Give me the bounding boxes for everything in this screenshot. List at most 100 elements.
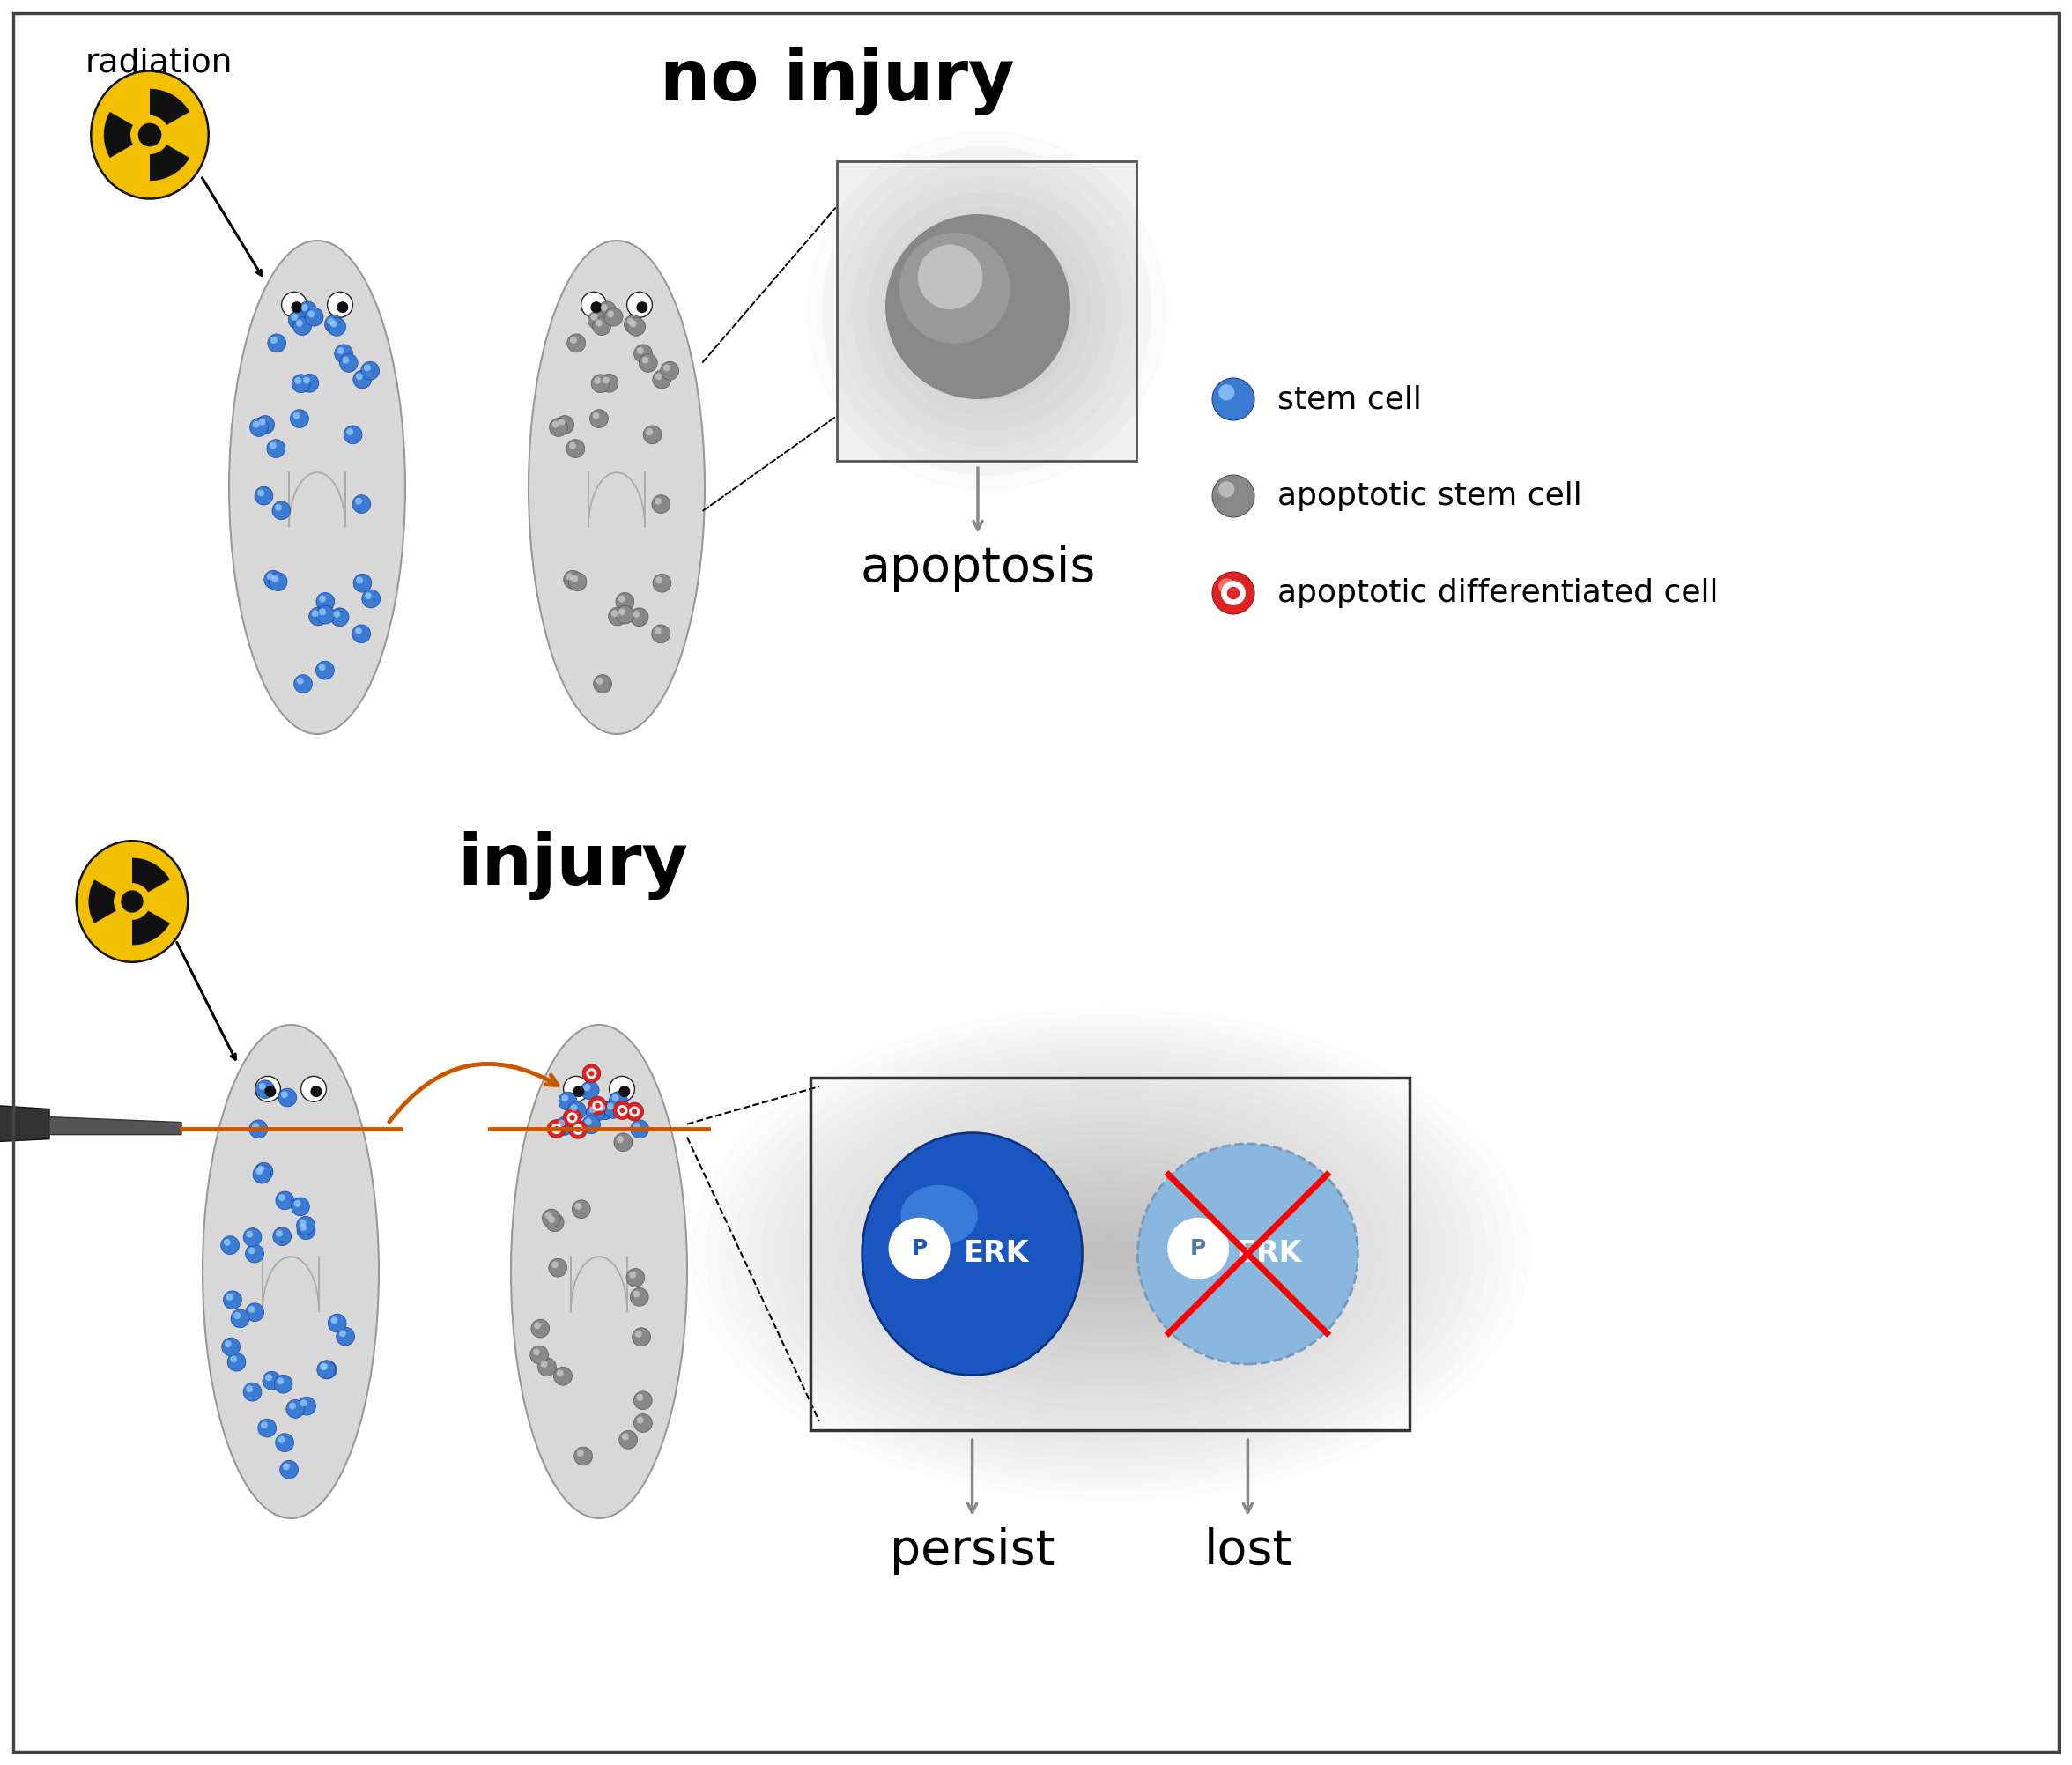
Circle shape [591,374,609,392]
Circle shape [1218,385,1235,401]
Circle shape [541,1361,547,1368]
Circle shape [305,307,323,327]
Circle shape [617,595,626,602]
Circle shape [551,420,559,427]
Text: apoptosis: apoptosis [860,545,1096,591]
Circle shape [574,1447,593,1465]
Circle shape [557,1370,564,1377]
Circle shape [593,413,599,418]
Circle shape [267,334,286,353]
Circle shape [327,318,346,335]
Circle shape [332,1317,338,1324]
Circle shape [222,1338,240,1356]
Circle shape [274,1227,292,1246]
Circle shape [255,1077,280,1101]
Circle shape [543,1209,559,1227]
Circle shape [632,1108,638,1114]
Circle shape [280,1460,298,1479]
Circle shape [340,353,358,372]
Circle shape [290,302,303,312]
Circle shape [576,1449,584,1456]
Circle shape [655,577,663,584]
Circle shape [269,337,278,344]
Text: stem cell: stem cell [1276,385,1421,415]
Text: no injury: no injury [659,46,1015,115]
Circle shape [294,378,303,385]
Polygon shape [133,902,170,944]
Circle shape [286,1400,305,1417]
Circle shape [298,1396,315,1416]
Circle shape [599,1105,605,1112]
Circle shape [120,890,143,913]
Ellipse shape [91,71,209,199]
Circle shape [276,505,282,512]
Circle shape [574,1202,582,1209]
Circle shape [584,1119,593,1124]
Circle shape [292,318,311,335]
Circle shape [288,311,307,330]
Circle shape [292,413,300,418]
Circle shape [269,443,276,448]
Circle shape [278,1089,296,1107]
Circle shape [553,1368,572,1386]
Circle shape [601,374,617,392]
Circle shape [634,1414,653,1431]
Circle shape [620,609,626,616]
Circle shape [588,1107,597,1114]
Circle shape [570,443,576,448]
Circle shape [605,1100,622,1119]
Circle shape [609,1091,628,1110]
Circle shape [319,664,325,671]
Circle shape [655,627,661,634]
Circle shape [234,1311,240,1318]
Ellipse shape [528,240,704,734]
Polygon shape [89,879,133,923]
Circle shape [290,409,309,427]
Circle shape [327,318,334,325]
Circle shape [319,1363,327,1370]
Circle shape [595,378,601,385]
Circle shape [1220,581,1245,605]
Circle shape [319,595,325,602]
Circle shape [566,574,574,581]
Circle shape [551,1124,562,1135]
Circle shape [249,1248,255,1255]
Circle shape [361,362,379,379]
Circle shape [549,1258,568,1276]
Circle shape [114,882,151,920]
Circle shape [663,364,669,371]
Circle shape [319,1361,336,1378]
Circle shape [230,1310,249,1327]
Circle shape [638,353,657,372]
Circle shape [642,357,649,364]
Circle shape [298,302,317,319]
Circle shape [224,1239,230,1246]
Circle shape [530,1345,549,1364]
Circle shape [298,1220,307,1227]
Circle shape [317,605,334,623]
Circle shape [580,1082,599,1100]
Circle shape [338,348,344,355]
Circle shape [354,574,371,593]
Circle shape [595,1101,613,1119]
Circle shape [630,1107,640,1117]
Circle shape [257,1165,265,1172]
Circle shape [282,291,307,318]
Circle shape [568,1101,586,1119]
Circle shape [276,1191,294,1209]
Text: P: P [912,1237,928,1258]
Circle shape [634,1391,653,1410]
Circle shape [242,1382,261,1401]
Circle shape [296,1216,315,1236]
Circle shape [918,245,982,309]
Circle shape [630,607,649,627]
Circle shape [356,372,363,379]
Circle shape [615,605,634,623]
Circle shape [249,1306,255,1313]
Circle shape [263,570,282,590]
Circle shape [588,311,607,330]
Circle shape [311,1085,321,1098]
Circle shape [653,625,669,642]
Circle shape [626,1103,644,1121]
Circle shape [282,1091,288,1098]
